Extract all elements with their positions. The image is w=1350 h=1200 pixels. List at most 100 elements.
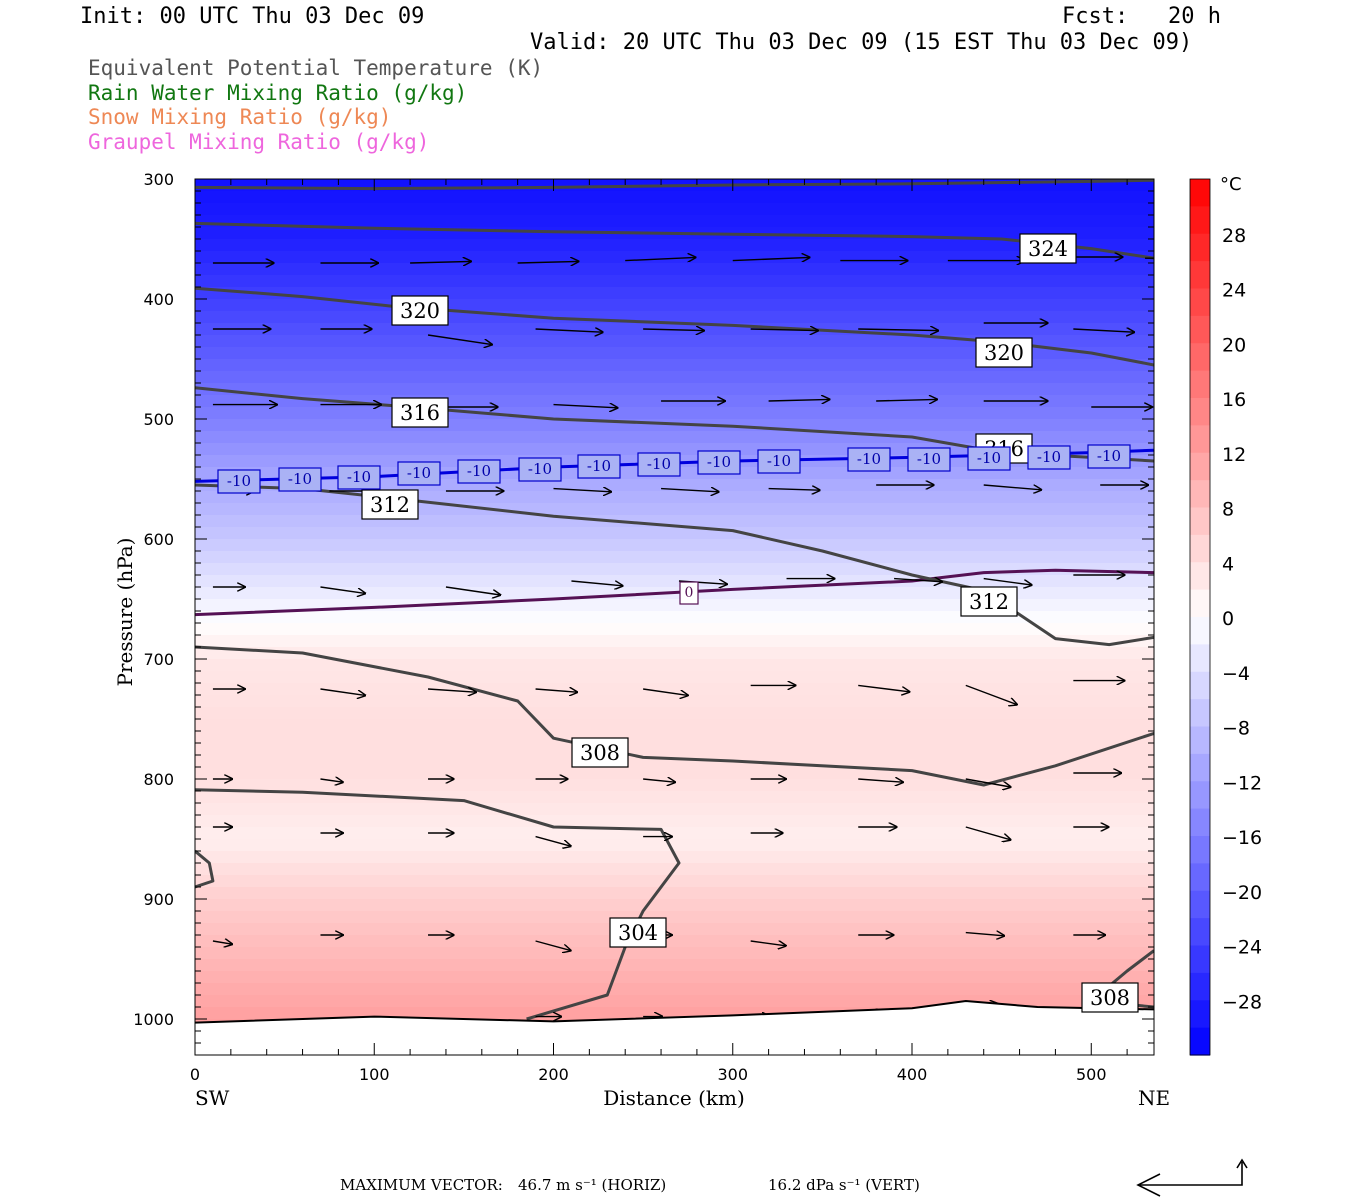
- temperature-band: [195, 383, 1154, 396]
- theta-e-label: 316: [391, 397, 449, 428]
- colorbar-tick-label: −28: [1222, 991, 1262, 1013]
- isotherm-label: -10: [278, 467, 322, 492]
- temperature-band: [195, 815, 1154, 828]
- temperature-band: [195, 347, 1154, 360]
- wind-vector: [320, 779, 342, 782]
- svg-text:308: 308: [580, 741, 620, 765]
- temperature-band: [195, 983, 1154, 996]
- svg-text:312: 312: [370, 493, 410, 517]
- svg-text:-10: -10: [347, 468, 371, 486]
- temperature-band: [195, 743, 1154, 756]
- temperature-band: [195, 575, 1154, 588]
- colorbar-tick-label: 16: [1222, 389, 1246, 411]
- wind-vector: [965, 778, 1011, 787]
- colorbar-tick-label: 20: [1222, 334, 1246, 356]
- colorbar-swatch: [1190, 480, 1210, 509]
- x-tick-label: 400: [897, 1065, 928, 1084]
- init-time: Init: 00 UTC Thu 03 Dec 09: [80, 4, 425, 29]
- colorbar-swatch: [1190, 370, 1210, 399]
- temperature-band: [195, 635, 1154, 648]
- legend-theta-e: Equivalent Potential Temperature (K): [88, 56, 544, 80]
- temperature-band: [195, 683, 1154, 696]
- temperature-band: [195, 875, 1154, 888]
- temperature-band: [195, 611, 1154, 624]
- y-tick-label: 600: [143, 530, 174, 549]
- colorbar-swatch: [1190, 261, 1210, 290]
- wind-vector: [643, 779, 675, 782]
- svg-text:-10: -10: [288, 470, 312, 488]
- svg-text:312: 312: [969, 590, 1009, 614]
- colorbar-swatch: [1190, 890, 1210, 919]
- temperature-band: [195, 731, 1154, 744]
- x-tick-label: 200: [538, 1065, 569, 1084]
- legend-rain-water: Rain Water Mixing Ratio (g/kg): [88, 81, 468, 105]
- theta-e-label: 304: [609, 917, 667, 948]
- y-tick-label: 300: [143, 170, 174, 189]
- wind-vector: [320, 688, 365, 695]
- temperature-band: [195, 899, 1154, 912]
- svg-text:316: 316: [400, 401, 440, 425]
- temperature-band: [195, 671, 1154, 684]
- colorbar-tick-label: −20: [1222, 882, 1262, 904]
- svg-text:-10: -10: [767, 452, 791, 470]
- legend-graupel: Graupel Mixing Ratio (g/kg): [88, 130, 430, 154]
- wind-vector: [410, 261, 471, 263]
- temperature-band: [195, 359, 1154, 372]
- theta-e-label: 320: [975, 337, 1033, 368]
- wind-vector: [625, 257, 695, 260]
- x-end-label-right: NE: [1138, 1086, 1170, 1110]
- temperature-band: [195, 719, 1154, 732]
- temperature-band: [195, 335, 1154, 348]
- colorbar-swatch: [1190, 179, 1210, 207]
- wind-vector: [320, 586, 365, 593]
- temperature-band: [195, 371, 1154, 384]
- ground-fill: [195, 1001, 1154, 1055]
- wind-vector: [427, 334, 492, 345]
- svg-text:304: 304: [618, 921, 658, 945]
- y-tick-label: 1000: [133, 1010, 174, 1029]
- colorbar-swatch: [1190, 699, 1210, 728]
- colorbar: 28 24 20 16 12 8 4 0 −4 −8 −12 −16 −20 −24 −28 °C: [1189, 174, 1262, 1056]
- theta-e-label: 308: [1081, 982, 1139, 1013]
- temperature-band: [195, 923, 1154, 936]
- x-end-label-left: SW: [195, 1086, 230, 1110]
- colorbar-tick-label: 28: [1222, 225, 1246, 247]
- svg-text:320: 320: [984, 341, 1024, 365]
- isotherm-label: -10: [1027, 445, 1071, 470]
- wind-vector: [1073, 329, 1134, 332]
- wind-vector: [553, 489, 612, 492]
- x-tick-label: 500: [1076, 1065, 1107, 1084]
- colorbar-swatch: [1190, 425, 1210, 454]
- x-axis-label: Distance (km): [603, 1086, 745, 1110]
- isotherm-label: -10: [697, 450, 741, 475]
- theta-e-label: 312: [361, 489, 419, 520]
- isotherm-label: -10: [577, 454, 621, 479]
- wind-vector: [983, 577, 1032, 585]
- theta-e-label: 324: [1019, 233, 1077, 264]
- colorbar-swatch: [1190, 233, 1210, 262]
- wind-vector: [535, 940, 571, 951]
- temperature-band: [195, 563, 1154, 576]
- isotherm-label: -10: [637, 452, 681, 477]
- colorbar-swatch: [1190, 972, 1210, 1001]
- colorbar-tick-label: −4: [1222, 663, 1250, 685]
- theta-e-contour-line: [195, 849, 215, 889]
- temperature-band: [195, 827, 1154, 840]
- theta-e-contour-line: [195, 788, 681, 1021]
- axes: 300 400 500 600 700 800 900 1000 0 100 200 300 400 50…: [133, 170, 1154, 1084]
- colorbar-swatch: [1190, 808, 1210, 837]
- colorbar-swatch: [1190, 726, 1210, 755]
- isotherm-label: -10: [757, 449, 801, 474]
- svg-text:-10: -10: [647, 455, 671, 473]
- valid-time: Valid: 20 UTC Thu 03 Dec 09 (15 EST Thu …: [530, 30, 1193, 55]
- isotherm-label: 0: [679, 581, 699, 605]
- temperature-band: [195, 779, 1154, 792]
- wind-vector: [732, 257, 810, 260]
- contour-labels: 324320320316316312312308304308-10-10-10-…: [217, 233, 1139, 1013]
- surface-ground: [195, 999, 1154, 1055]
- isotherm-label: -10: [397, 461, 441, 486]
- colorbar-tick-label: 0: [1222, 608, 1234, 630]
- x-tick-label: 0: [190, 1065, 200, 1084]
- svg-text:324: 324: [1028, 237, 1068, 261]
- wind-vector: [535, 689, 578, 692]
